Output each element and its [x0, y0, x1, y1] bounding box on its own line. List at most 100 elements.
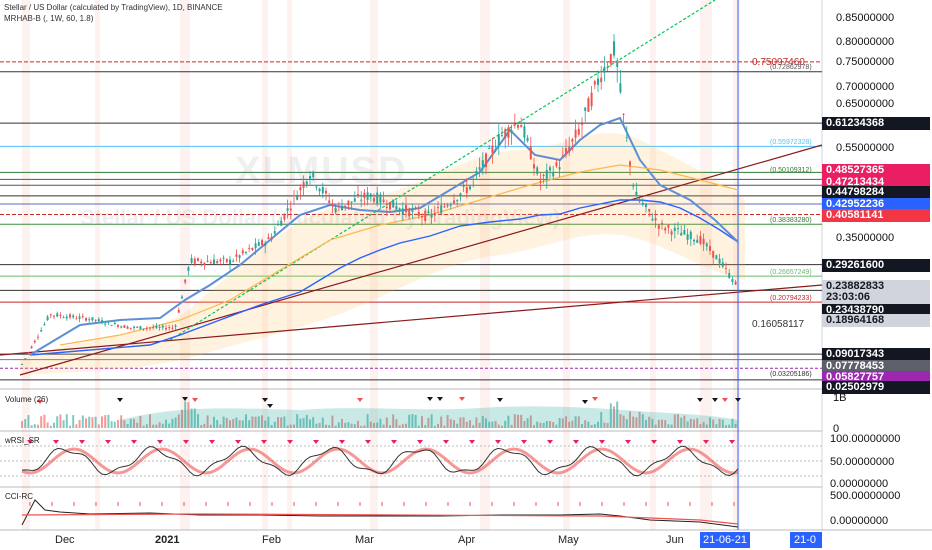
volume-bar	[21, 420, 23, 428]
time-label-apr: Apr	[458, 534, 476, 546]
volume-bar	[507, 415, 510, 428]
candle-body	[561, 155, 564, 157]
candle-body	[523, 126, 526, 138]
cci-pane-label[interactable]: CCI-RC	[5, 492, 33, 501]
volume-bar	[385, 417, 388, 428]
candle-body	[232, 260, 235, 262]
volume-bar	[539, 422, 542, 428]
price-tick: 0.75000000	[836, 56, 895, 68]
volume-bar	[75, 424, 78, 428]
candle-body	[686, 234, 689, 240]
volume-bar	[155, 424, 158, 428]
candle-body	[126, 326, 129, 329]
candle-body	[507, 127, 510, 138]
wrsi-marker	[625, 440, 631, 444]
candle-body	[725, 267, 727, 269]
candle-body	[613, 41, 615, 56]
price-label: 0.42952236	[822, 198, 930, 211]
volume-bar	[286, 425, 289, 428]
volume-bar	[465, 421, 468, 428]
volume-bar	[161, 423, 164, 428]
blue-step-line	[29, 199, 739, 356]
volume-bar	[261, 415, 263, 428]
candle-body	[110, 325, 113, 327]
volume-bar	[421, 416, 423, 428]
candle-body	[133, 326, 135, 328]
wrsi-signal-line	[21, 447, 739, 475]
candle-body	[331, 203, 334, 206]
volume-bar	[430, 414, 433, 428]
volume-bar	[216, 420, 219, 428]
wrsi-pane-label[interactable]: wRSI_SR	[5, 436, 40, 445]
candle-body	[677, 228, 679, 230]
volume-bar	[168, 423, 171, 428]
volume-bar	[593, 424, 596, 428]
wrsi-marker	[53, 440, 59, 444]
candle-body	[408, 208, 411, 217]
volume-bar	[494, 420, 497, 428]
candle-body	[325, 190, 327, 194]
candle-body	[43, 324, 46, 326]
candle-body	[238, 255, 241, 258]
wrsi-marker	[729, 440, 735, 444]
candle-body	[161, 325, 164, 328]
candle-body	[443, 206, 446, 208]
volume-bar	[568, 421, 571, 428]
fib-level-label: (0.38383280)	[770, 217, 812, 224]
wrsi-marker	[391, 440, 397, 444]
volume-bar	[213, 416, 215, 428]
candle-body	[654, 218, 657, 221]
volume-bar	[245, 414, 247, 428]
candle-body	[417, 211, 420, 216]
candle-body	[229, 259, 231, 265]
volume-bar	[549, 421, 551, 428]
volume-signal-marker	[437, 397, 443, 401]
volume-bar	[459, 417, 462, 428]
volume-bar	[638, 411, 641, 428]
price-label: 0.23438790	[822, 304, 930, 317]
candle-body	[286, 208, 289, 211]
candle-body	[472, 178, 475, 180]
candle-body	[193, 258, 196, 264]
volume-bar	[360, 425, 363, 428]
candle-body	[635, 191, 638, 197]
volume-bar	[232, 419, 235, 428]
candle-body	[728, 273, 731, 278]
candle-body	[693, 239, 695, 242]
indicator-legend[interactable]: MRHAB-B (, 1W, 60, 1.8)	[4, 14, 94, 23]
candle-body	[216, 261, 219, 264]
volume-bar	[680, 417, 683, 428]
wrsi-main-line	[21, 445, 739, 477]
volume-bar	[600, 412, 603, 428]
volume-pane-label[interactable]: Volume (26)	[5, 395, 49, 404]
time-label-jun: Jun	[666, 534, 684, 546]
volume-bar	[152, 424, 155, 428]
volume-signal-marker	[117, 398, 123, 402]
candle-body	[488, 148, 491, 150]
volume-bar	[433, 425, 436, 428]
cci-axis-0: 0.00000000	[830, 515, 889, 527]
candle-body	[152, 327, 155, 329]
chart-title[interactable]: Stellar / US Dollar (calculated by Tradi…	[4, 3, 223, 12]
volume-bar	[312, 417, 315, 428]
candle-body	[184, 279, 187, 283]
volume-bar	[33, 424, 36, 428]
price-tick: 0.35000000	[836, 232, 895, 244]
candle-body	[309, 176, 311, 179]
volume-bar	[571, 420, 574, 428]
volume-bar	[417, 425, 420, 428]
volume-bar	[565, 416, 567, 428]
fib-level-label: (0.72862978)	[770, 64, 812, 71]
candle-body	[81, 316, 84, 318]
candle-body	[257, 242, 260, 246]
volume-axis-1b: 1B	[833, 392, 847, 404]
volume-bar	[683, 415, 686, 428]
volume-bar	[267, 416, 270, 428]
date-badge-2: 21-0	[790, 532, 822, 548]
candle-body	[37, 336, 39, 338]
candle-body	[696, 239, 699, 243]
candle-body	[651, 219, 654, 221]
candle-body	[459, 193, 462, 196]
volume-signal-marker	[427, 397, 433, 401]
